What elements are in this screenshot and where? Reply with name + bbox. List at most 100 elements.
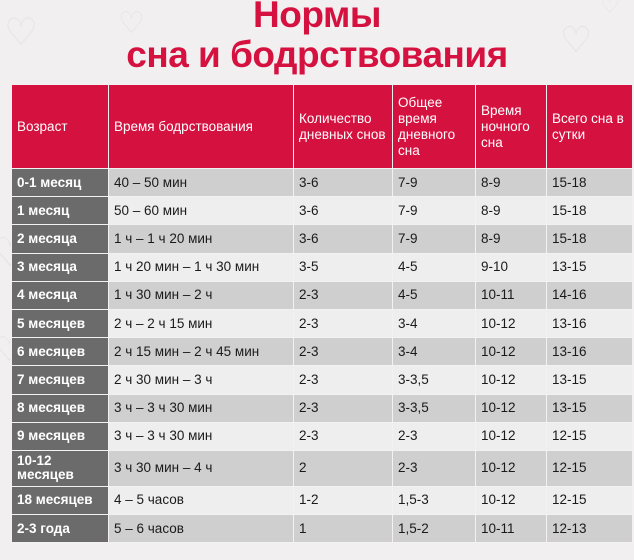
table-row: 7 месяцев 2 ч 30 мин – 3 ч 2-3 3-3,5 10-… — [11, 365, 633, 395]
age-cell: 0-1 месяц — [11, 167, 109, 198]
table-row: 10-12 месяцев 3 ч 30 мин – 4 ч 2 2-3 10-… — [11, 449, 633, 487]
header-age: Возраст — [11, 84, 109, 169]
header-nap-count: Количество дневных снов — [293, 84, 393, 169]
night-sleep-cell: 10-12 — [475, 421, 547, 451]
naps-cell: 2-3 — [293, 421, 393, 451]
night-sleep-cell: 10-11 — [475, 280, 547, 310]
night-sleep-cell: 9-10 — [475, 252, 547, 282]
day-sleep-cell: 1,5-3 — [392, 485, 476, 516]
header-night-sleep: Время ночного сна — [475, 84, 547, 169]
day-sleep-cell: 2-3 — [392, 449, 476, 487]
day-sleep-cell: 2-3 — [392, 421, 476, 451]
table-header-row: Возраст Время бодрствования Количество д… — [11, 84, 633, 169]
table-row: 5 месяцев 2 ч – 2 ч 15 мин 2-3 3-4 10-12… — [11, 308, 633, 339]
night-sleep-cell: 8-9 — [475, 167, 547, 198]
day-sleep-cell: 7-9 — [392, 167, 476, 198]
table-row: 0-1 месяц 40 – 50 мин 3-6 7-9 8-9 15-18 — [11, 167, 633, 198]
day-sleep-cell: 3-4 — [392, 337, 476, 367]
table-row: 4 месяца 1 ч 30 мин – 2 ч 2-3 4-5 10-11 … — [11, 280, 633, 310]
total-sleep-cell: 13-15 — [546, 393, 633, 423]
wake-cell: 1 ч 30 мин – 2 ч — [108, 280, 294, 310]
total-sleep-cell: 15-18 — [546, 224, 633, 254]
day-sleep-cell: 4-5 — [392, 252, 476, 282]
age-cell: 8 месяцев — [11, 393, 109, 423]
naps-cell: 2-3 — [293, 337, 393, 367]
age-cell: 3 месяца — [11, 252, 109, 282]
wake-cell: 50 – 60 мин — [108, 196, 294, 226]
naps-cell: 2-3 — [293, 393, 393, 423]
total-sleep-cell: 12-13 — [546, 514, 633, 544]
naps-cell: 3-6 — [293, 196, 393, 226]
wake-cell: 1 ч – 1 ч 20 мин — [108, 224, 294, 254]
table-row: 3 месяца 1 ч 20 мин – 1 ч 30 мин 3-5 4-5… — [11, 252, 633, 282]
total-sleep-cell: 13-15 — [546, 365, 633, 395]
total-sleep-cell: 14-16 — [546, 280, 633, 310]
naps-cell: 2-3 — [293, 308, 393, 339]
age-cell: 7 месяцев — [11, 365, 109, 395]
header-total-sleep: Всего сна в сутки — [546, 84, 633, 169]
wake-cell: 5 – 6 часов — [108, 514, 294, 544]
naps-cell: 2 — [293, 449, 393, 487]
page-title: Нормы — [253, 0, 381, 35]
age-cell: 2 месяца — [11, 224, 109, 254]
table-row: 18 месяцев 4 – 5 часов 1-2 1,5-3 10-12 1… — [11, 485, 633, 516]
night-sleep-cell: 10-12 — [475, 365, 547, 395]
night-sleep-cell: 10-12 — [475, 393, 547, 423]
wake-cell: 3 ч – 3 ч 30 мин — [108, 393, 294, 423]
night-sleep-cell: 8-9 — [475, 196, 547, 226]
age-cell: 6 месяцев — [11, 337, 109, 367]
total-sleep-cell: 12-15 — [546, 485, 633, 516]
header-wake-time: Время бодрствования — [108, 84, 294, 169]
day-sleep-cell: 3-3,5 — [392, 393, 476, 423]
night-sleep-cell: 10-12 — [475, 449, 547, 487]
day-sleep-cell: 7-9 — [392, 196, 476, 226]
naps-cell: 1 — [293, 514, 393, 544]
day-sleep-cell: 3-3,5 — [392, 365, 476, 395]
wake-cell: 3 ч 30 мин – 4 ч — [108, 449, 294, 487]
day-sleep-cell: 1,5-2 — [392, 514, 476, 544]
wake-cell: 2 ч 15 мин – 2 ч 45 мин — [108, 337, 294, 367]
table-row: 1 месяц 50 – 60 мин 3-6 7-9 8-9 15-18 — [11, 196, 633, 226]
total-sleep-cell: 13-16 — [546, 308, 633, 339]
age-cell: 10-12 месяцев — [11, 449, 109, 487]
table-row: 6 месяцев 2 ч 15 мин – 2 ч 45 мин 2-3 3-… — [11, 337, 633, 367]
day-sleep-cell: 4-5 — [392, 280, 476, 310]
total-sleep-cell: 15-18 — [546, 167, 633, 198]
age-cell: 4 месяца — [11, 280, 109, 310]
total-sleep-cell: 13-15 — [546, 252, 633, 282]
page-subtitle: сна и бодрствования — [126, 34, 508, 75]
age-cell: 9 месяцев — [11, 421, 109, 451]
wake-cell: 40 – 50 мин — [108, 167, 294, 198]
day-sleep-cell: 7-9 — [392, 224, 476, 254]
table-row: 2 месяца 1 ч – 1 ч 20 мин 3-6 7-9 8-9 15… — [11, 224, 633, 254]
night-sleep-cell: 10-12 — [475, 308, 547, 339]
sleep-norms-table: Возраст Время бодрствования Количество д… — [11, 84, 633, 544]
night-sleep-cell: 8-9 — [475, 224, 547, 254]
table-row: 8 месяцев 3 ч – 3 ч 30 мин 2-3 3-3,5 10-… — [11, 393, 633, 423]
wake-cell: 2 ч 30 мин – 3 ч — [108, 365, 294, 395]
total-sleep-cell: 13-16 — [546, 337, 633, 367]
age-cell: 1 месяц — [11, 196, 109, 226]
age-cell: 5 месяцев — [11, 308, 109, 339]
total-sleep-cell: 12-15 — [546, 449, 633, 487]
night-sleep-cell: 10-11 — [475, 514, 547, 544]
age-cell: 2-3 года — [11, 514, 109, 544]
table-row: 2-3 года 5 – 6 часов 1 1,5-2 10-11 12-13 — [11, 514, 633, 544]
night-sleep-cell: 10-12 — [475, 337, 547, 367]
naps-cell: 3-5 — [293, 252, 393, 282]
header-day-sleep: Общее время дневного сна — [392, 84, 476, 169]
wake-cell: 2 ч – 2 ч 15 мин — [108, 308, 294, 339]
naps-cell: 3-6 — [293, 167, 393, 198]
day-sleep-cell: 3-4 — [392, 308, 476, 339]
total-sleep-cell: 15-18 — [546, 196, 633, 226]
table-row: 9 месяцев 3 ч – 3 ч 30 мин 2-3 2-3 10-12… — [11, 421, 633, 451]
age-cell: 18 месяцев — [11, 485, 109, 516]
wake-cell: 1 ч 20 мин – 1 ч 30 мин — [108, 252, 294, 282]
naps-cell: 2-3 — [293, 365, 393, 395]
naps-cell: 1-2 — [293, 485, 393, 516]
wake-cell: 3 ч – 3 ч 30 мин — [108, 421, 294, 451]
naps-cell: 2-3 — [293, 280, 393, 310]
wake-cell: 4 – 5 часов — [108, 485, 294, 516]
total-sleep-cell: 12-15 — [546, 421, 633, 451]
naps-cell: 3-6 — [293, 224, 393, 254]
